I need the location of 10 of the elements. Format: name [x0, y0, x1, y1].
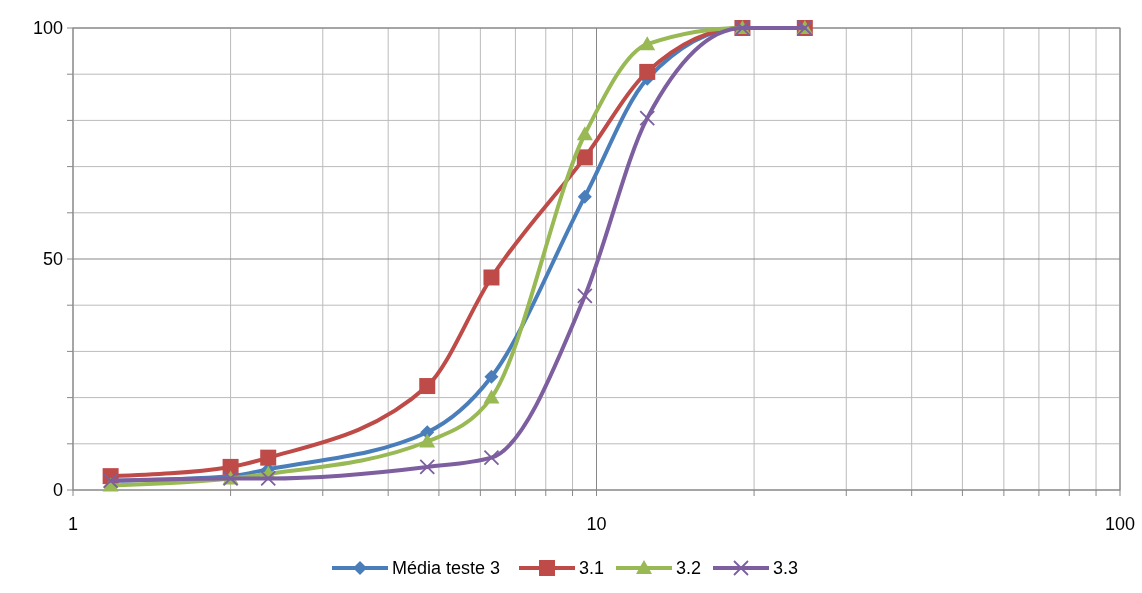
x-tick-label: 1 [67, 514, 79, 534]
y-tick-label: 50 [42, 249, 63, 270]
legend-label: 3.1 [579, 558, 605, 579]
x-tick-label: 100 [1104, 514, 1136, 534]
y-tick-label: 0 [52, 480, 63, 501]
y-tick-label: 100 [32, 18, 63, 39]
x-tick-label: 10 [586, 514, 607, 534]
legend-label: 3.3 [773, 558, 799, 579]
legend-label: Média teste 3 [392, 558, 501, 579]
legend-label: 3.2 [676, 558, 702, 579]
